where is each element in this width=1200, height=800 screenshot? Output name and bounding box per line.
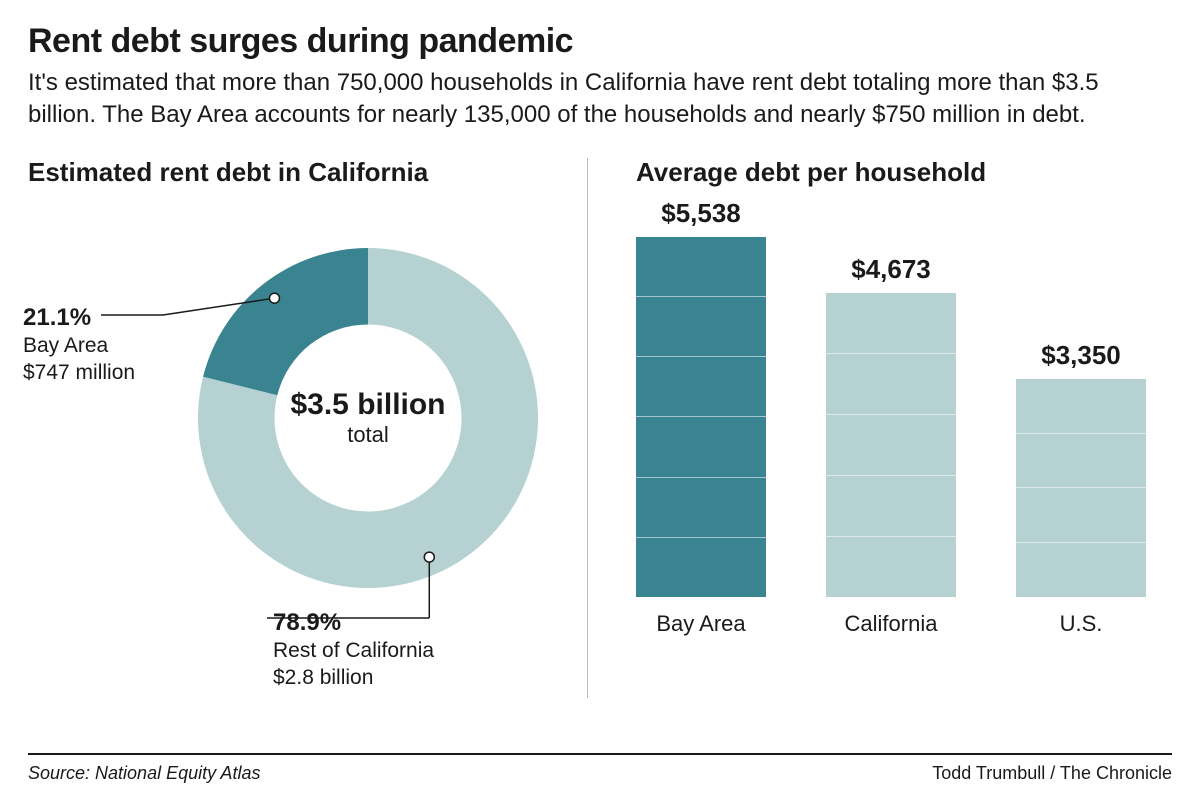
donut-center: $3.5 billion total <box>198 248 538 588</box>
source-text: Source: National Equity Atlas <box>28 763 260 784</box>
footer: Source: National Equity Atlas Todd Trumb… <box>28 753 1172 784</box>
donut-callout-bay: 21.1% Bay Area $747 million <box>23 303 135 386</box>
bar-california: $4,673 California <box>826 254 956 637</box>
callout-bay-label: Bay Area <box>23 333 135 359</box>
bar-category-label: Bay Area <box>656 611 745 637</box>
bar-category-label: U.S. <box>1060 611 1103 637</box>
callout-bay-pct: 21.1% <box>23 303 135 333</box>
donut-chart: $3.5 billion total <box>198 248 538 588</box>
bar-rect <box>826 293 956 597</box>
donut-center-label: total <box>347 422 389 448</box>
donut-title: Estimated rent debt in California <box>28 158 567 187</box>
bar-bay-area: $5,538 Bay Area <box>636 198 766 637</box>
bar-value-label: $4,673 <box>851 254 931 285</box>
subhead: It's estimated that more than 750,000 ho… <box>28 67 1128 130</box>
callout-rest-label: Rest of California <box>273 638 434 664</box>
donut-callout-rest: 78.9% Rest of California $2.8 billion <box>273 608 434 691</box>
headline: Rent debt surges during pandemic <box>28 22 1172 61</box>
bar-value-label: $5,538 <box>661 198 741 229</box>
callout-bay-value: $747 million <box>23 360 135 386</box>
bar-value-label: $3,350 <box>1041 340 1121 371</box>
callout-rest-value: $2.8 billion <box>273 665 434 691</box>
bars-panel: Average debt per household $5,538 Bay Are… <box>588 158 1172 698</box>
bars-title: Average debt per household <box>636 158 1172 187</box>
bar-u-s-: $3,350 U.S. <box>1016 340 1146 637</box>
charts-row: Estimated rent debt in California $3.5 b… <box>28 158 1172 698</box>
bar-chart: $5,538Bay Area$4,673California$3,350U.S. <box>636 207 1172 637</box>
callout-rest-pct: 78.9% <box>273 608 434 638</box>
bar-rect <box>636 237 766 597</box>
bar-rect <box>1016 379 1146 597</box>
donut-center-value: $3.5 billion <box>290 389 445 421</box>
credit-text: Todd Trumbull / The Chronicle <box>932 763 1172 784</box>
bar-category-label: California <box>845 611 938 637</box>
donut-panel: Estimated rent debt in California $3.5 b… <box>28 158 588 698</box>
